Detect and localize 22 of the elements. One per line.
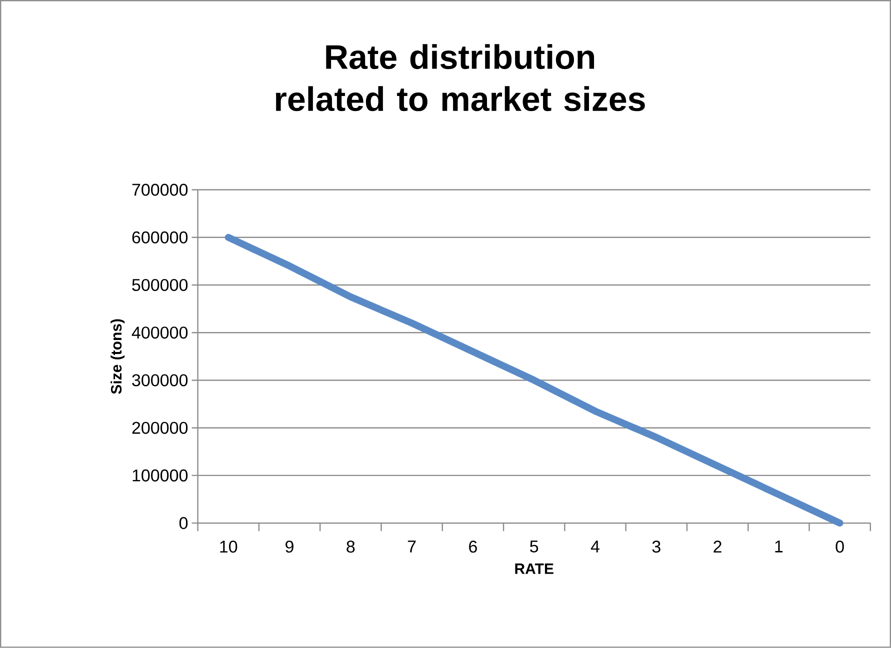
x-axis-title: RATE (515, 564, 554, 574)
x-tick-label: 1 (775, 540, 783, 552)
x-tick-label: 2 (714, 540, 722, 553)
x-tick-label: 10 (220, 540, 238, 553)
y-tick-label: 200000 (132, 422, 188, 434)
y-tick-label: 600000 (132, 231, 188, 244)
chart-title: Rate distribution related to market sizes (276, 44, 645, 112)
x-tick-label: 5 (530, 540, 538, 553)
y-tick-label: 100000 (132, 470, 188, 482)
y-axis-title: Size (tons) (110, 319, 125, 394)
y-tick-label: 500000 (132, 279, 188, 292)
x-tick-label: 4 (590, 540, 600, 552)
x-tick-label: 8 (346, 540, 355, 553)
x-tick-label: 0 (836, 540, 844, 553)
x-tick-label: 7 (408, 540, 416, 552)
y-tick-label: 300000 (132, 374, 188, 386)
y-tick-label: 400000 (132, 326, 188, 339)
y-tick-label: 0 (179, 517, 188, 530)
y-tick-label: 700000 (132, 184, 188, 196)
x-tick-label: 3 (652, 540, 660, 553)
x-tick-label: 6 (469, 540, 477, 553)
x-tick-label: 9 (286, 540, 294, 553)
